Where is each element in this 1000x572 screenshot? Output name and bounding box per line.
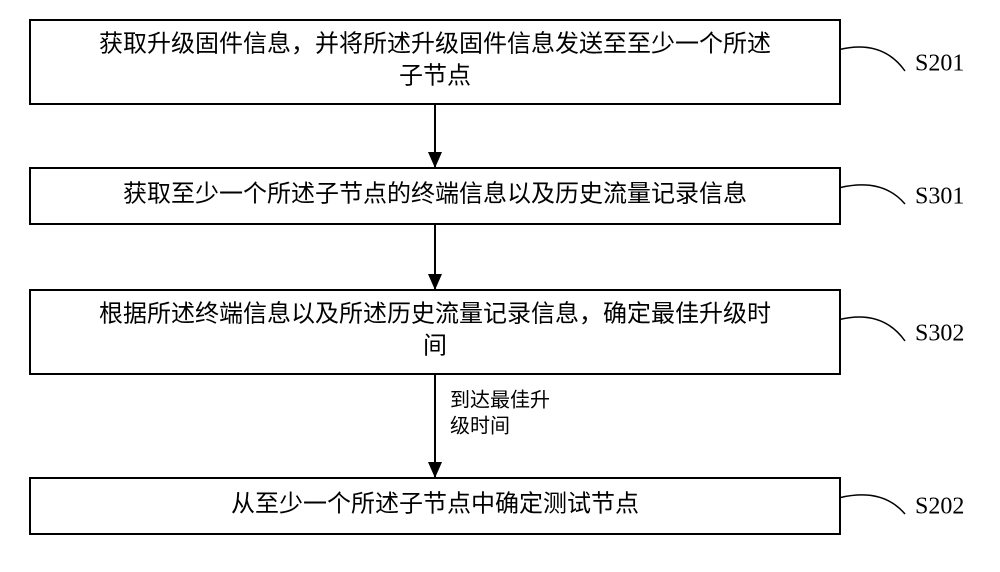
flow-step-text: 根据所述终端信息以及所述历史流量记录信息，确定最佳升级时: [99, 300, 771, 327]
flow-step-text: 从至少一个所述子节点中确定测试节点: [231, 491, 639, 518]
edge-label: 到达最佳升: [450, 389, 550, 412]
step-label-s301: S301: [915, 184, 964, 210]
step-label-s302: S302: [915, 321, 964, 347]
flow-step-text: 获取至少一个所述子节点的终端信息以及历史流量记录信息: [123, 181, 747, 208]
step-label-s202: S202: [915, 494, 964, 520]
step-label-s201: S201: [915, 51, 964, 77]
flow-step-text: 子节点: [399, 63, 471, 90]
flow-step-text: 间: [423, 333, 447, 360]
edge-label: 级时间: [450, 415, 510, 438]
flow-step-text: 获取升级固件信息，并将所述升级固件信息发送至至少一个所述: [99, 30, 771, 57]
